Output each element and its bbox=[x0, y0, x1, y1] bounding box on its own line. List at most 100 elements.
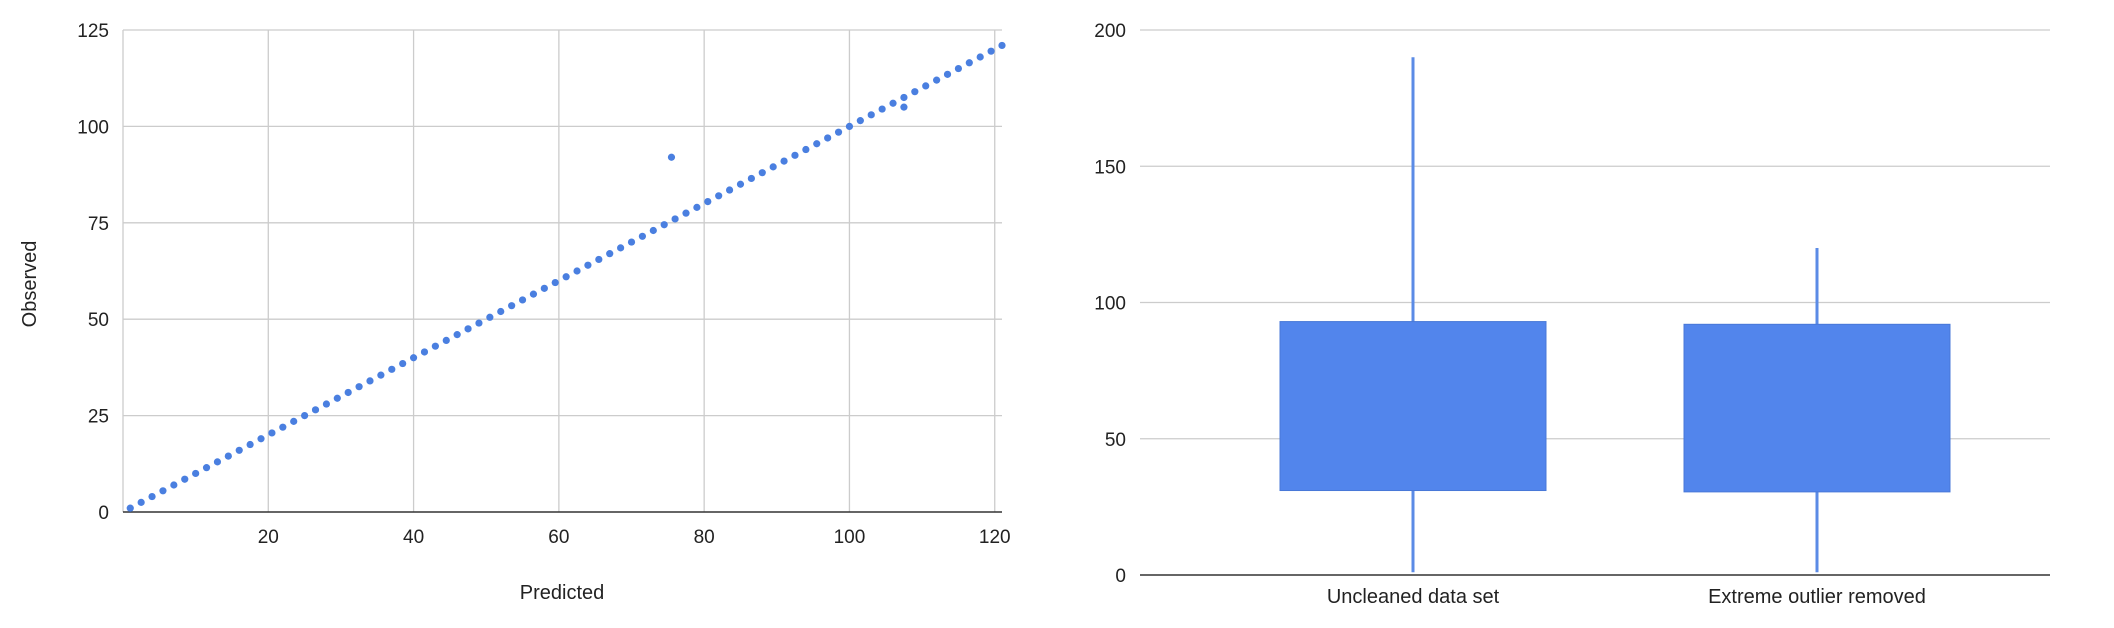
scatter-point bbox=[431, 342, 439, 350]
scatter-point bbox=[584, 261, 592, 269]
scatter-x-tick-labels: 20 40 60 80 100 120 bbox=[258, 527, 1011, 548]
scatter-point bbox=[486, 313, 494, 321]
scatter-point bbox=[290, 417, 298, 425]
scatter-point bbox=[922, 82, 930, 90]
scatter-x-tick-label: 60 bbox=[548, 527, 569, 548]
scatter-chart: 0 25 50 75 100 125 20 40 60 80 100 120 Predicted O… bbox=[19, 21, 1011, 604]
scatter-point bbox=[311, 406, 320, 414]
scatter-point bbox=[301, 412, 309, 420]
scatter-x-axis-title: Predicted bbox=[520, 582, 605, 604]
scatter-point bbox=[453, 331, 461, 339]
scatter-point bbox=[409, 354, 418, 362]
box-2 bbox=[1683, 248, 1951, 573]
scatter-points bbox=[126, 41, 1006, 512]
scatter-point bbox=[998, 41, 1006, 50]
scatter-point bbox=[137, 498, 145, 506]
scatter-point bbox=[192, 469, 200, 478]
scatter-point bbox=[900, 103, 908, 111]
scatter-point bbox=[442, 336, 450, 345]
scatter-point bbox=[667, 153, 676, 161]
scatter-y-tick-label: 125 bbox=[77, 21, 109, 42]
scatter-point bbox=[388, 365, 396, 373]
scatter-point bbox=[911, 88, 919, 96]
scatter-point bbox=[540, 284, 548, 292]
box-y-tick-label: 0 bbox=[1115, 566, 1126, 587]
scatter-point bbox=[987, 47, 995, 55]
scatter-point bbox=[976, 53, 984, 61]
scatter-y-tick-label: 100 bbox=[77, 117, 109, 138]
scatter-y-tick-label: 25 bbox=[88, 407, 109, 428]
scatter-point bbox=[780, 157, 788, 165]
scatter-x-tick-label: 80 bbox=[694, 527, 715, 548]
scatter-point bbox=[246, 440, 254, 449]
scatter-y-tick-label: 50 bbox=[88, 310, 109, 331]
scatter-point bbox=[573, 267, 581, 275]
scatter-point bbox=[224, 452, 232, 460]
scatter-point bbox=[900, 93, 908, 102]
scatter-point bbox=[617, 244, 625, 252]
scatter-y-tick-label: 0 bbox=[98, 503, 109, 524]
scatter-point bbox=[606, 250, 614, 258]
box-y-tick-label: 150 bbox=[1094, 157, 1126, 178]
scatter-point bbox=[420, 348, 429, 356]
scatter-point bbox=[464, 325, 472, 333]
box-series bbox=[1279, 57, 1951, 573]
box-y-tick-label: 50 bbox=[1105, 430, 1126, 451]
box-category-label: Extreme outlier removed bbox=[1708, 586, 1926, 608]
scatter-point bbox=[704, 197, 712, 206]
box-1 bbox=[1279, 57, 1547, 573]
scatter-point bbox=[344, 388, 352, 397]
scatter-point bbox=[126, 504, 134, 512]
box-chart: 0 50 100 150 200 Uncleaned data set Extreme o… bbox=[1094, 21, 2050, 608]
scatter-point bbox=[355, 383, 363, 391]
scatter-point bbox=[802, 145, 810, 154]
scatter-point bbox=[235, 446, 243, 454]
scatter-point bbox=[791, 151, 799, 159]
scatter-y-tick-labels: 0 25 50 75 100 125 bbox=[77, 21, 109, 524]
scatter-point bbox=[769, 163, 777, 171]
scatter-point bbox=[671, 215, 679, 223]
scatter-point bbox=[213, 458, 222, 466]
scatter-point bbox=[693, 203, 701, 211]
scatter-point bbox=[529, 290, 538, 298]
scatter-point bbox=[279, 423, 287, 431]
scatter-y-tick-label: 75 bbox=[88, 214, 109, 235]
scatter-x-tick-label: 100 bbox=[834, 527, 866, 548]
scatter-point bbox=[758, 169, 766, 177]
scatter-point bbox=[943, 70, 952, 78]
scatter-point bbox=[715, 192, 723, 200]
box-category-label: Uncleaned data set bbox=[1327, 586, 1500, 608]
scatter-x-tick-label: 120 bbox=[979, 527, 1011, 548]
box-body bbox=[1683, 323, 1951, 493]
scatter-point bbox=[518, 296, 527, 304]
scatter-point bbox=[834, 128, 843, 136]
scatter-point bbox=[736, 180, 745, 188]
box-body bbox=[1279, 321, 1547, 492]
scatter-point bbox=[682, 209, 690, 217]
scatter-point bbox=[508, 302, 516, 310]
scatter-point bbox=[813, 140, 821, 148]
scatter-point bbox=[366, 377, 374, 385]
scatter-point bbox=[377, 371, 385, 379]
scatter-point bbox=[333, 394, 341, 402]
scatter-point bbox=[399, 359, 407, 368]
scatter-point bbox=[595, 255, 603, 264]
scatter-point bbox=[867, 111, 875, 119]
scatter-point bbox=[148, 492, 156, 501]
scatter-point bbox=[747, 174, 755, 183]
scatter-point bbox=[824, 134, 832, 142]
scatter-point bbox=[954, 64, 963, 73]
scatter-point bbox=[649, 226, 657, 235]
scatter-gridlines bbox=[122, 29, 1002, 512]
scatter-point bbox=[562, 273, 570, 281]
scatter-point bbox=[257, 435, 265, 443]
scatter-point bbox=[889, 99, 897, 107]
scatter-point bbox=[159, 487, 167, 495]
scatter-point bbox=[725, 186, 734, 194]
box-y-tick-labels: 0 50 100 150 200 bbox=[1094, 21, 1126, 587]
scatter-point bbox=[965, 59, 973, 67]
scatter-point bbox=[627, 238, 636, 246]
scatter-point bbox=[170, 481, 178, 489]
scatter-point bbox=[933, 76, 941, 84]
